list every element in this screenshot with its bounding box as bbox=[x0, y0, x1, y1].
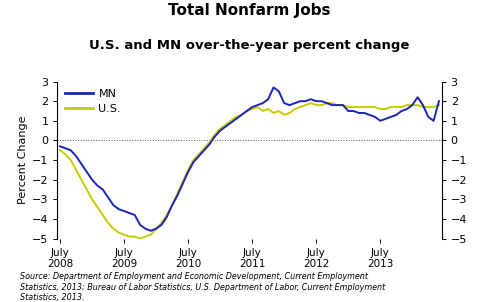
Text: U.S. and MN over-the-year percent change: U.S. and MN over-the-year percent change bbox=[89, 39, 410, 52]
Text: Source: Department of Employment and Economic Development, Current Employment
St: Source: Department of Employment and Eco… bbox=[20, 272, 385, 302]
Text: Total Nonfarm Jobs: Total Nonfarm Jobs bbox=[168, 3, 331, 18]
Y-axis label: Percent Change: Percent Change bbox=[17, 116, 27, 204]
Legend: MN, U.S.: MN, U.S. bbox=[63, 87, 123, 116]
